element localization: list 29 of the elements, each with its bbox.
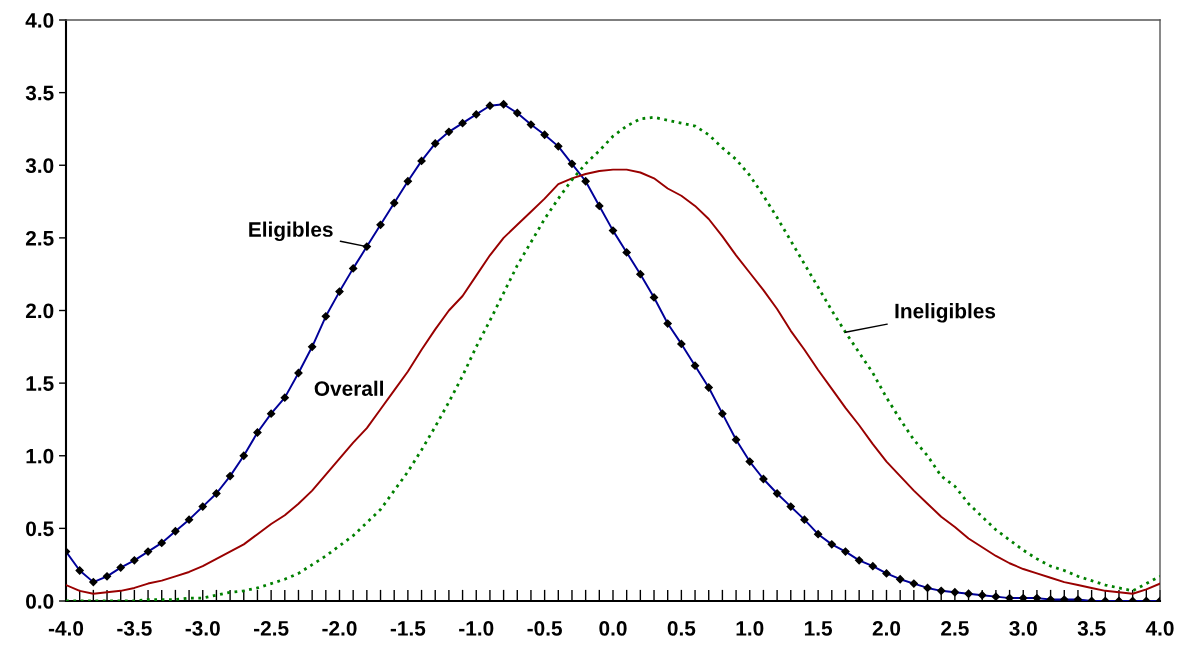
x-tick-label: 2.0 [872, 620, 901, 636]
x-tick-label: 4.0 [1145, 620, 1174, 636]
x-tick-label: -2.0 [322, 620, 357, 636]
x-tick-label: 1.0 [736, 620, 764, 636]
x-tick-label: -1.5 [390, 621, 426, 636]
x-tick-label: 0.0 [599, 620, 627, 636]
series-label: Overall [314, 380, 384, 396]
y-tick-label: 0.5 [26, 521, 54, 537]
y-tick-label: 2.5 [25, 230, 54, 246]
x-tick-label: -3.5 [117, 620, 152, 636]
y-tick-label: 1.0 [26, 448, 54, 464]
x-tick-label: -1.0 [459, 620, 494, 636]
x-tick-label: 3.0 [1009, 620, 1037, 636]
x-tick-label: 1.5 [804, 621, 833, 636]
y-tick-label: 4.0 [25, 13, 54, 28]
x-tick-label: 0.5 [667, 620, 696, 636]
legend-label: Eligibles [249, 221, 333, 242]
y-tick-label: 0.0 [26, 594, 54, 609]
x-tick-label: -4.0 [48, 620, 84, 636]
x-tick-label: 3.5 [1077, 620, 1106, 636]
y-tick-label: 2.0 [25, 303, 54, 319]
y-tick-label: 3.0 [25, 158, 54, 174]
x-tick-label: -3.0 [185, 620, 220, 636]
x-tick-label: -0.5 [527, 620, 562, 636]
y-tick-label: 3.5 [25, 85, 54, 101]
text: Ineligibles [895, 303, 996, 323]
y-tick-label: 1.5 [26, 376, 54, 391]
x-tick-label: -2.5 [253, 620, 289, 636]
x-tick-label: 2.5 [941, 620, 969, 636]
